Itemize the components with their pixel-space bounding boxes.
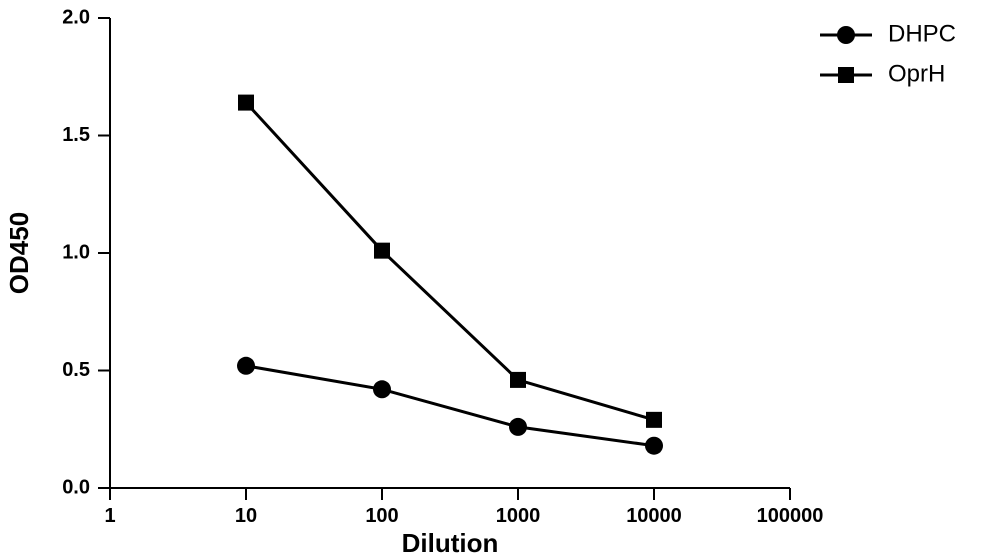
series-marker-OprH xyxy=(374,243,390,259)
series-marker-DHPC xyxy=(373,380,391,398)
chart-container: 0.0 0.5 1.0 1.5 2.0 1 10 100 1000 10000 100000 Dilu… xyxy=(0,0,1000,556)
legend-label-DHPC: DHPC xyxy=(888,20,956,47)
legend-label-OprH: OprH xyxy=(888,60,945,87)
x-tick-label: 1000 xyxy=(496,505,541,527)
y-tick-label: 0.5 xyxy=(62,359,90,381)
series-marker-OprH xyxy=(510,372,526,388)
series-marker-OprH xyxy=(238,95,254,111)
chart-svg: 0.0 0.5 1.0 1.5 2.0 1 10 100 1000 10000 100000 Dilu… xyxy=(0,0,1000,556)
y-axis-title: OD450 xyxy=(4,212,34,294)
legend-marker-OprH xyxy=(838,67,854,83)
y-tick-label: 1.5 xyxy=(62,124,90,146)
x-tick-label: 10000 xyxy=(626,505,682,527)
series-marker-DHPC xyxy=(509,418,527,436)
x-tick-label: 1 xyxy=(104,505,115,527)
y-tick-label: 2.0 xyxy=(62,6,90,28)
y-tick-label: 1.0 xyxy=(62,241,90,263)
x-axis-title: Dilution xyxy=(402,528,499,556)
x-tick-label: 100 xyxy=(365,505,398,527)
series-line-OprH xyxy=(246,103,654,420)
x-tick-label: 10 xyxy=(235,505,257,527)
y-tick-label: 0.0 xyxy=(62,476,90,498)
series-marker-OprH xyxy=(646,412,662,428)
series-line-DHPC xyxy=(246,366,654,446)
legend-marker-DHPC xyxy=(837,26,855,44)
series-marker-DHPC xyxy=(645,437,663,455)
x-tick-label: 100000 xyxy=(757,505,824,527)
series-marker-DHPC xyxy=(237,357,255,375)
